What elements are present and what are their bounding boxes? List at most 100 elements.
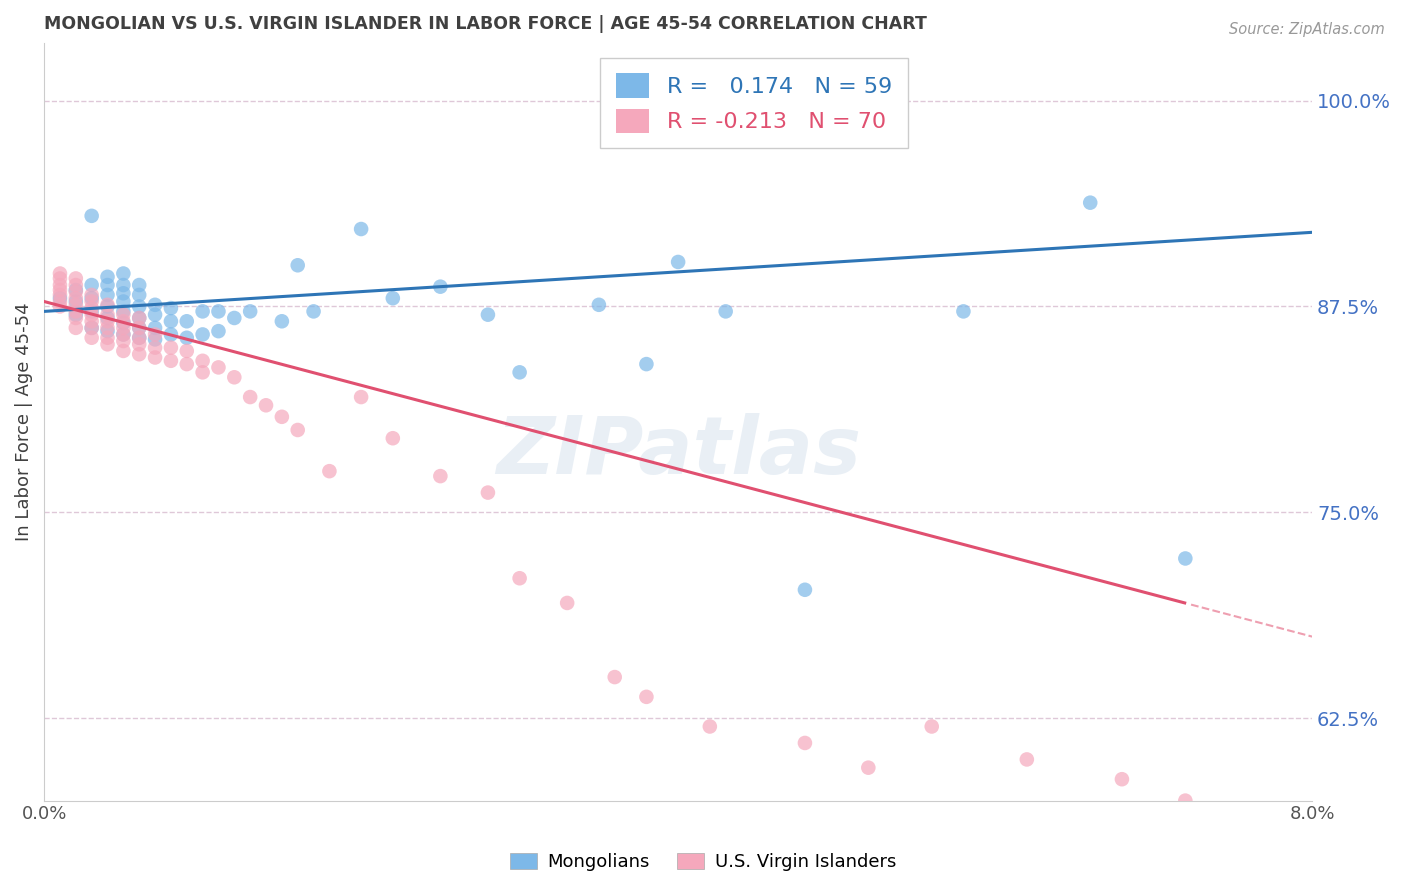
Point xyxy=(49,294,72,309)
Point xyxy=(603,670,626,684)
Point xyxy=(112,327,135,342)
Point xyxy=(636,690,658,704)
Point xyxy=(80,304,103,318)
Point xyxy=(509,571,531,585)
Point xyxy=(287,423,309,437)
Point xyxy=(143,332,166,346)
Text: MONGOLIAN VS U.S. VIRGIN ISLANDER IN LABOR FORCE | AGE 45-54 CORRELATION CHART: MONGOLIAN VS U.S. VIRGIN ISLANDER IN LAB… xyxy=(44,15,927,33)
Point xyxy=(96,321,118,335)
Point xyxy=(112,294,135,309)
Point xyxy=(666,255,689,269)
Point xyxy=(588,298,610,312)
Point xyxy=(207,304,229,318)
Text: ZIPatlas: ZIPatlas xyxy=(496,413,860,491)
Point xyxy=(128,310,150,325)
Point xyxy=(80,308,103,322)
Point xyxy=(112,334,135,348)
Point xyxy=(112,321,135,335)
Point xyxy=(80,209,103,223)
Point xyxy=(49,300,72,314)
Point xyxy=(128,331,150,345)
Point xyxy=(1111,772,1133,787)
Point xyxy=(128,310,150,325)
Point xyxy=(793,736,815,750)
Point xyxy=(128,288,150,302)
Point xyxy=(65,271,87,285)
Point xyxy=(96,314,118,328)
Point xyxy=(128,331,150,345)
Point xyxy=(160,327,183,342)
Point xyxy=(714,304,737,318)
Point xyxy=(287,258,309,272)
Point xyxy=(96,288,118,302)
Point xyxy=(1174,794,1197,808)
Point xyxy=(65,294,87,309)
Point xyxy=(65,308,87,322)
Point xyxy=(112,316,135,330)
Point xyxy=(555,596,578,610)
Point xyxy=(381,431,404,445)
Point xyxy=(128,321,150,335)
Point xyxy=(96,324,118,338)
Point xyxy=(191,365,214,379)
Point xyxy=(80,291,103,305)
Point xyxy=(318,464,340,478)
Point xyxy=(80,321,103,335)
Point xyxy=(191,304,214,318)
Point xyxy=(224,370,246,384)
Point xyxy=(207,360,229,375)
Point xyxy=(96,337,118,351)
Point xyxy=(699,719,721,733)
Point xyxy=(96,269,118,284)
Point xyxy=(636,357,658,371)
Legend: Mongolians, U.S. Virgin Islanders: Mongolians, U.S. Virgin Islanders xyxy=(502,846,904,879)
Point xyxy=(952,304,974,318)
Point xyxy=(112,278,135,293)
Point xyxy=(176,343,198,358)
Point xyxy=(80,321,103,335)
Point xyxy=(160,301,183,315)
Point xyxy=(112,314,135,328)
Point xyxy=(65,283,87,297)
Point xyxy=(270,314,292,328)
Point xyxy=(49,283,72,297)
Point xyxy=(112,343,135,358)
Point xyxy=(143,298,166,312)
Point xyxy=(49,288,72,302)
Point xyxy=(65,310,87,325)
Point xyxy=(858,761,880,775)
Point xyxy=(143,351,166,365)
Point xyxy=(350,222,373,236)
Point xyxy=(239,304,262,318)
Point xyxy=(191,327,214,342)
Point xyxy=(270,409,292,424)
Point xyxy=(49,291,72,305)
Point xyxy=(239,390,262,404)
Y-axis label: In Labor Force | Age 45-54: In Labor Force | Age 45-54 xyxy=(15,302,32,541)
Point xyxy=(176,357,198,371)
Point xyxy=(429,279,451,293)
Point xyxy=(1078,195,1101,210)
Point xyxy=(80,314,103,328)
Point xyxy=(80,288,103,302)
Point xyxy=(49,267,72,281)
Point xyxy=(477,308,499,322)
Point xyxy=(143,308,166,322)
Point xyxy=(128,300,150,314)
Point xyxy=(96,278,118,293)
Point xyxy=(921,719,943,733)
Point xyxy=(128,278,150,293)
Point xyxy=(65,285,87,299)
Point xyxy=(112,304,135,318)
Point xyxy=(49,271,72,285)
Point xyxy=(112,286,135,301)
Point xyxy=(112,308,135,322)
Point xyxy=(128,337,150,351)
Point xyxy=(80,331,103,345)
Point xyxy=(224,310,246,325)
Point xyxy=(1174,551,1197,566)
Point xyxy=(96,310,118,325)
Point xyxy=(429,469,451,483)
Point xyxy=(65,298,87,312)
Text: Source: ZipAtlas.com: Source: ZipAtlas.com xyxy=(1229,22,1385,37)
